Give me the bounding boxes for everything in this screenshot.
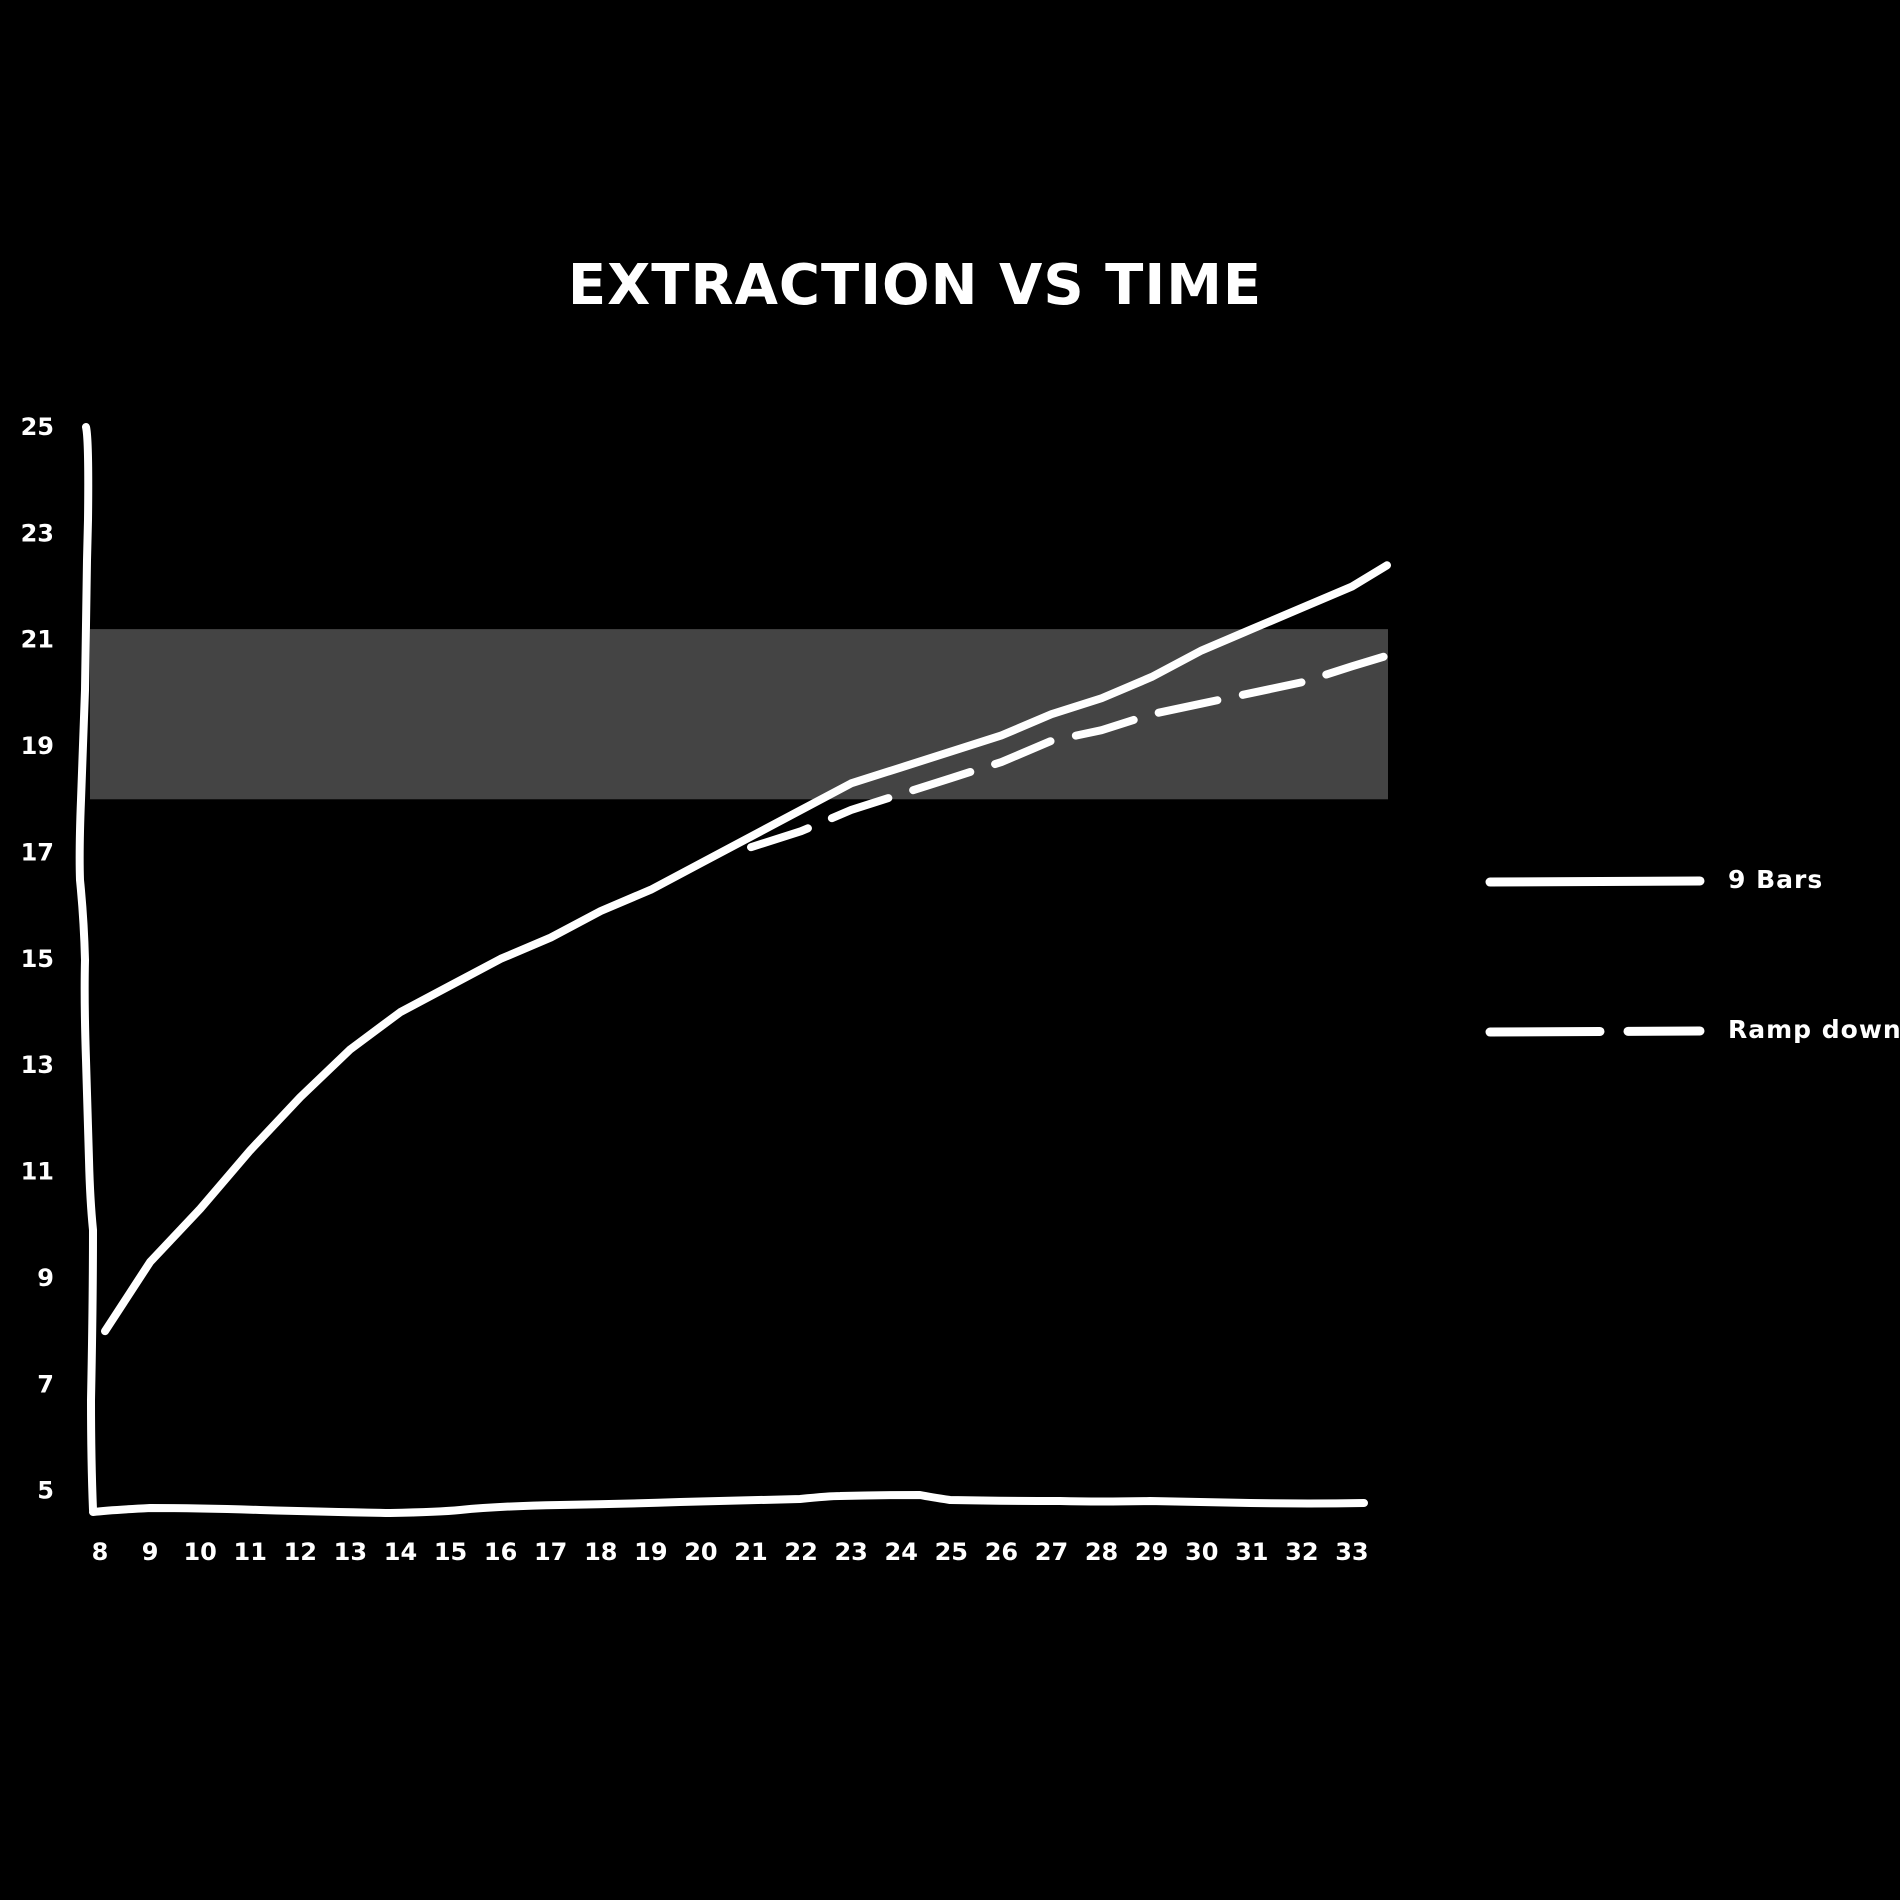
x-tick-label: 31 (1235, 1538, 1268, 1566)
x-tick-labels: 8 9 10 11 12 13 14 15 16 17 18 19 20 21 22 23 24 25 26 27 28… (92, 1538, 1369, 1566)
x-tick-label: 17 (534, 1538, 567, 1566)
x-tick-label: 18 (584, 1538, 617, 1566)
x-tick-label: 26 (985, 1538, 1018, 1566)
y-tick-label: 25 (21, 413, 54, 441)
y-tick-label: 11 (21, 1158, 54, 1186)
y-tick-label: 19 (21, 732, 54, 760)
series-line-9-bars (101, 561, 1391, 1336)
x-tick-label: 20 (684, 1538, 717, 1566)
x-tick-label: 16 (484, 1538, 517, 1566)
y-tick-label: 9 (37, 1264, 54, 1292)
x-tick-label: 10 (183, 1538, 216, 1566)
x-tick-label: 9 (142, 1538, 159, 1566)
x-tick-label: 14 (384, 1538, 417, 1566)
legend-label-9-bars: 9 Bars (1728, 865, 1823, 894)
x-tick-label: 28 (1085, 1538, 1118, 1566)
chart-title: EXTRACTION VS TIME (568, 253, 1262, 318)
x-tick-label: 23 (834, 1538, 867, 1566)
x-tick-label: 19 (634, 1538, 667, 1566)
legend-swatch-ramp-down (1485, 1026, 1705, 1037)
x-tick-label: 32 (1285, 1538, 1318, 1566)
x-tick-label: 30 (1185, 1538, 1218, 1566)
x-tick-label: 25 (935, 1538, 968, 1566)
x-tick-label: 15 (434, 1538, 467, 1566)
x-tick-label: 21 (734, 1538, 767, 1566)
x-tick-label: 29 (1135, 1538, 1168, 1566)
y-tick-label: 15 (21, 945, 54, 973)
x-tick-label: 13 (334, 1538, 367, 1566)
series-line-ramp-down (747, 651, 1391, 852)
x-tick-label: 33 (1335, 1538, 1368, 1566)
x-tick-label: 27 (1035, 1538, 1068, 1566)
legend-label-ramp-down: Ramp down (1728, 1015, 1900, 1044)
y-tick-label: 5 (37, 1477, 54, 1505)
y-tick-label: 7 (37, 1370, 54, 1398)
y-tick-label: 23 (21, 519, 54, 547)
legend: 9 Bars Ramp down (1485, 865, 1900, 1044)
y-axis-line (75, 423, 97, 1514)
x-tick-label: 22 (784, 1538, 817, 1566)
x-tick-label: 11 (234, 1538, 267, 1566)
x-tick-label: 24 (885, 1538, 918, 1566)
x-tick-label: 12 (284, 1538, 317, 1566)
legend-swatch-9-bars (1485, 876, 1705, 887)
axes (75, 423, 1368, 1517)
target-band (90, 629, 1388, 800)
y-tick-label: 13 (21, 1051, 54, 1079)
series-lines (101, 561, 1391, 1336)
y-tick-label: 21 (21, 626, 54, 654)
y-tick-labels: 25 23 21 19 17 15 13 11 9 7 5 (21, 413, 54, 1505)
x-tick-label: 8 (92, 1538, 109, 1566)
y-tick-label: 17 (21, 838, 54, 866)
x-axis-line (89, 1491, 1368, 1517)
